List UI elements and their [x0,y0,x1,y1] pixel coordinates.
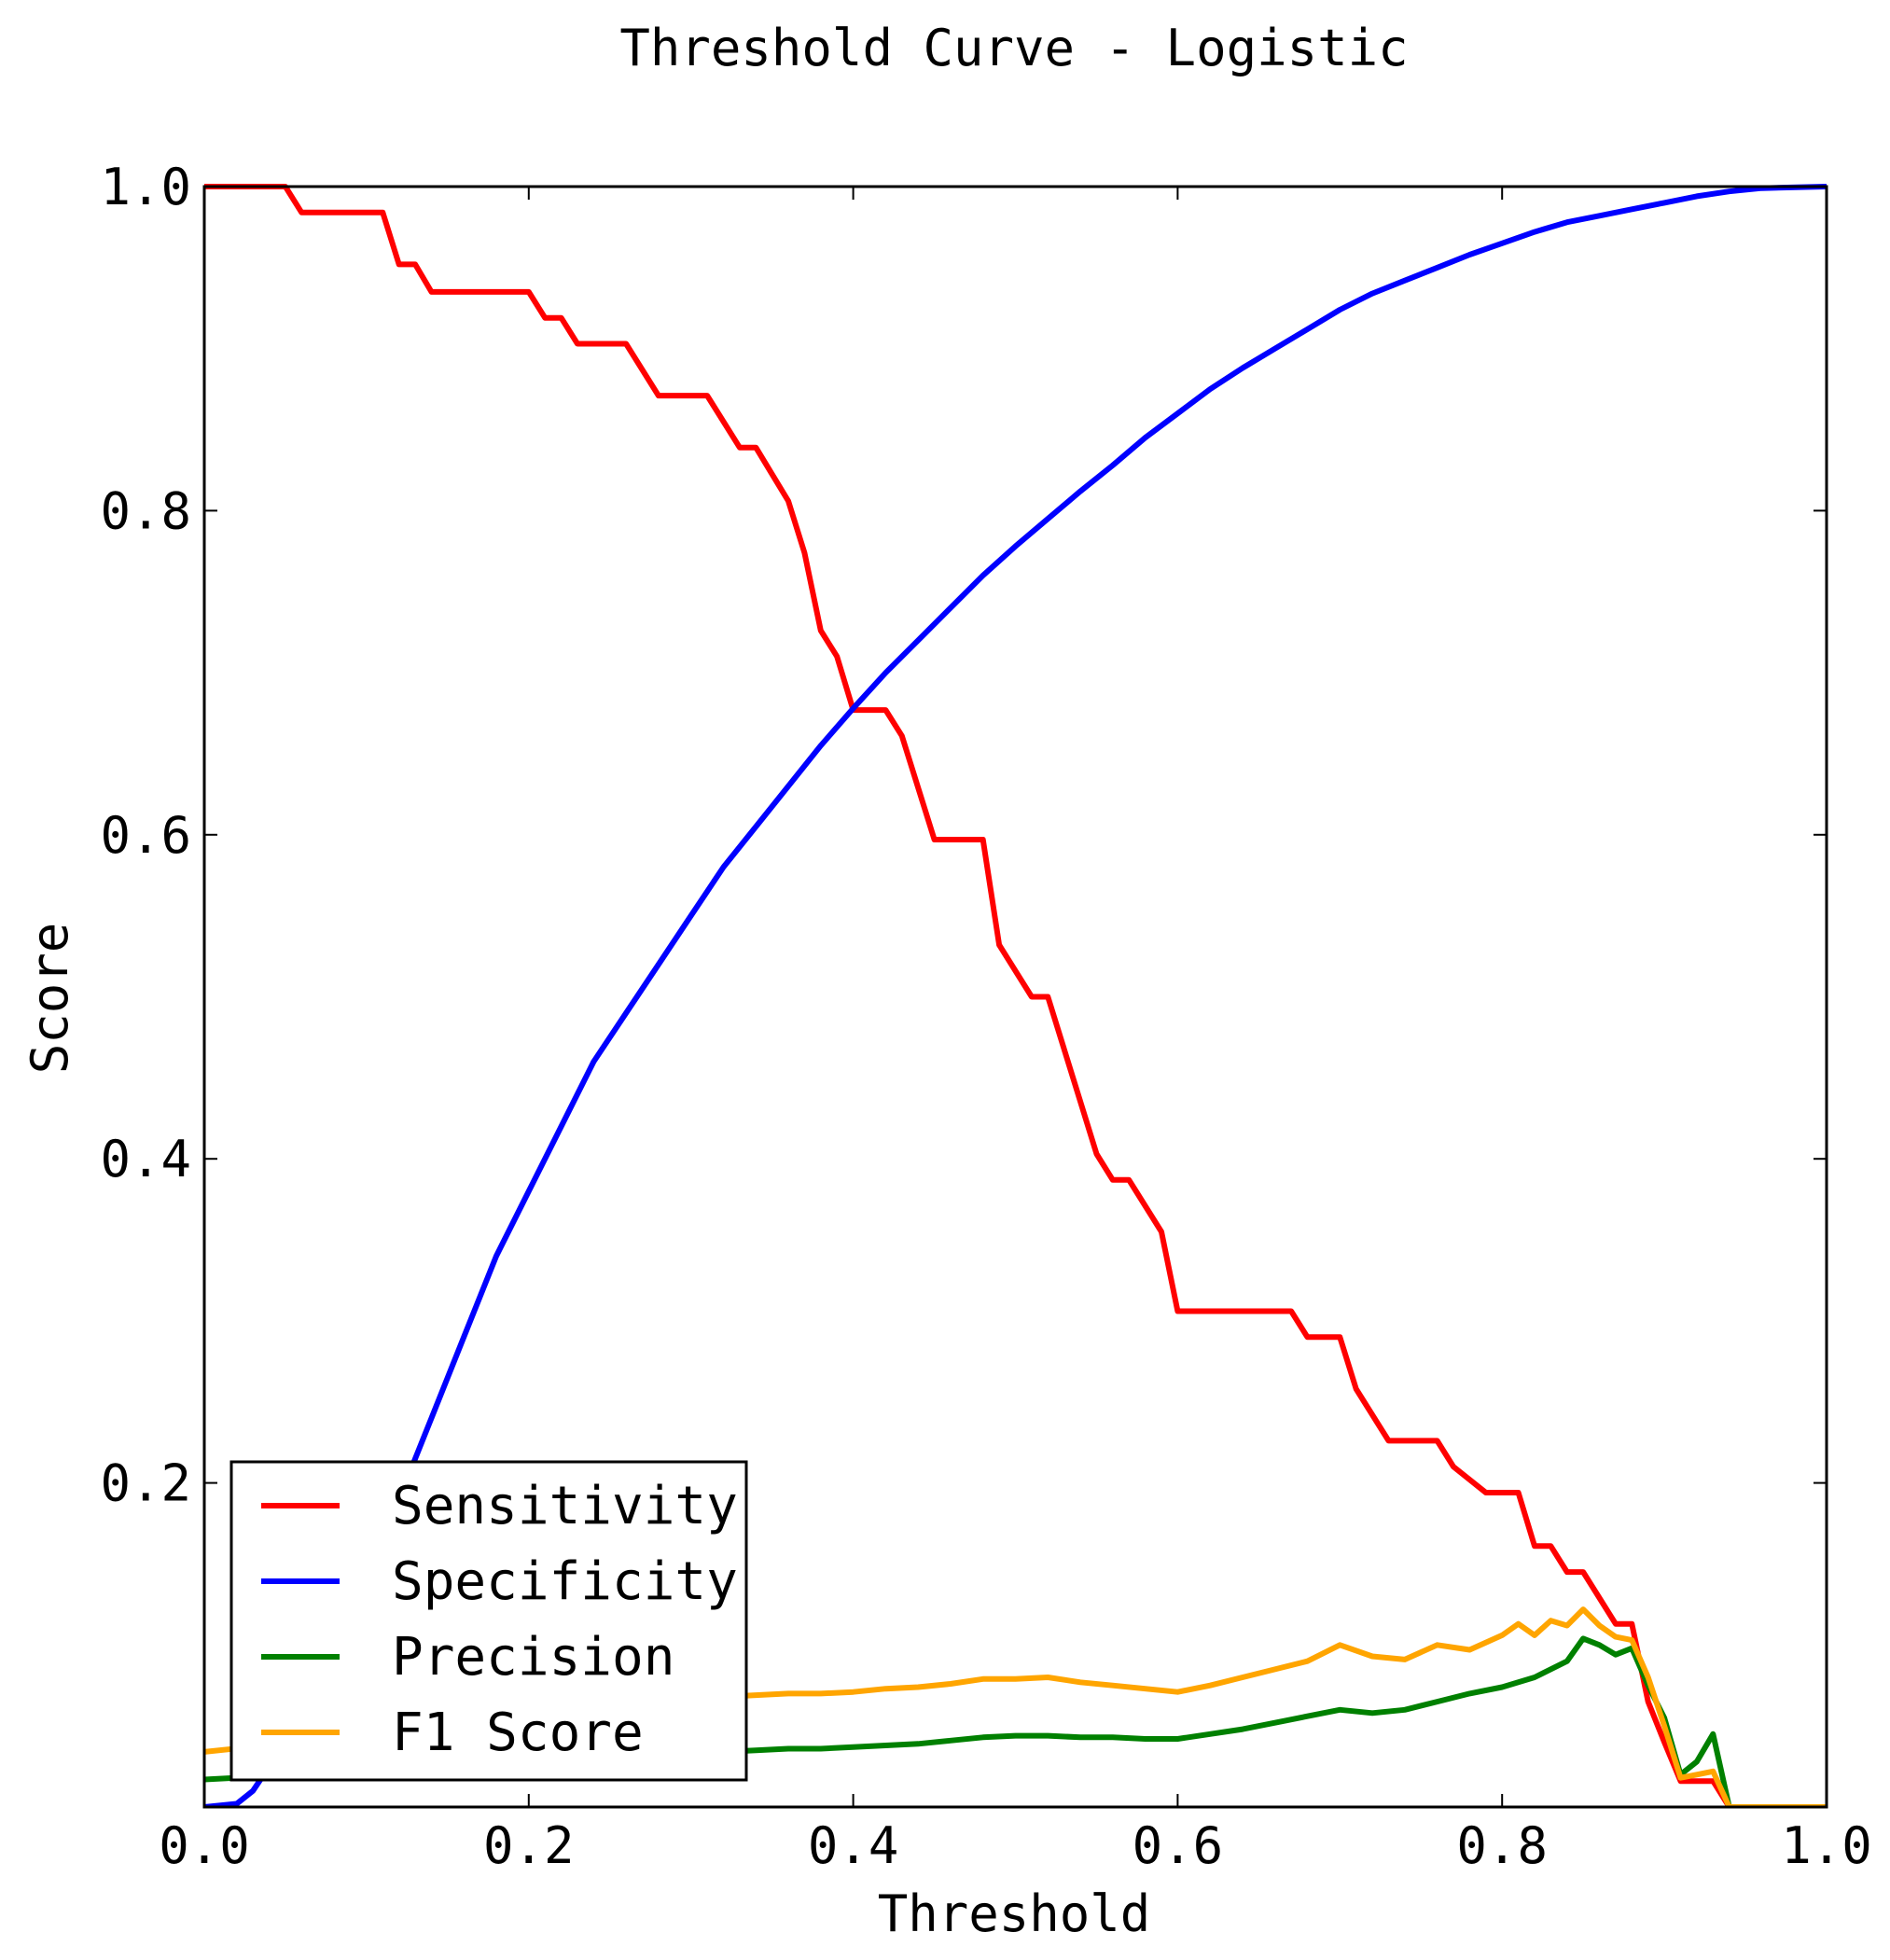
y-tick-label: 1.0 [100,158,191,216]
legend-items: Sensitivity Specificity Precision F1 Score [261,1476,738,1763]
x-tick-label: 0.4 [808,1816,899,1875]
x-tick-label: 0.6 [1133,1816,1224,1875]
series-line-f1-score [204,1606,1827,1807]
legend-box [229,1460,748,1782]
series-line-precision [204,1635,1827,1807]
legend-label: Sensitivity [392,1476,738,1536]
legend-label: F1 Score [392,1703,644,1763]
y-tick-label: 0.6 [100,806,191,865]
plot-frame [202,185,1828,1809]
x-tick-label: 0.2 [483,1816,575,1875]
y-axis-label: Score [21,923,79,1075]
chart-title: Threshold Curve - Logistic [619,19,1408,77]
y-tick-label: 0.4 [100,1130,191,1189]
x-tick-label: 0.8 [1456,1816,1548,1875]
legend-label: Specificity [392,1551,738,1612]
tick-layer: 0.0 0.2 0.4 0.6 0.8 1.0 0.2 0.4 0.6 0.8 1.0 [100,158,1871,1875]
series-layer [204,184,1827,1807]
legend: Sensitivity Specificity Precision F1 Score [229,1460,748,1782]
series-line-sensitivity [204,184,1827,1807]
x-tick-label: 0.0 [159,1816,250,1875]
legend-label: Precision [392,1627,674,1688]
y-tick-label: 0.8 [100,481,191,540]
y-tick-label: 0.2 [100,1454,191,1513]
x-tick-label: 1.0 [1781,1816,1872,1875]
series-line-specificity [204,184,1827,1807]
x-axis-label: Threshold [878,1884,1151,1943]
